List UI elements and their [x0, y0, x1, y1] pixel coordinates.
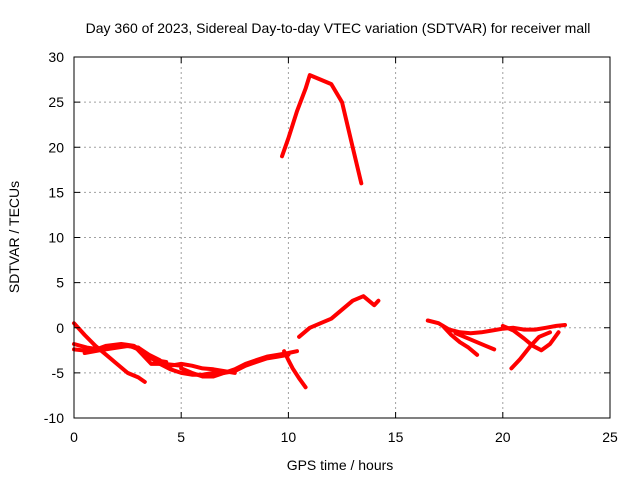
- series-track-13: [453, 331, 497, 352]
- y-axis-label: SDTVAR / TECUs: [6, 181, 22, 293]
- data-series: [72, 73, 567, 390]
- x-tick-label: 10: [281, 429, 297, 445]
- y-tick-label: 5: [56, 275, 64, 291]
- y-tick-label: 0: [56, 320, 64, 336]
- series-track-15: [500, 323, 561, 353]
- y-tick-label: 10: [48, 230, 64, 246]
- x-tick-label: 0: [70, 429, 78, 445]
- series-track-8: [282, 349, 308, 390]
- series-track-10: [280, 73, 364, 186]
- chart-title: Day 360 of 2023, Sidereal Day-to-day VTE…: [86, 20, 591, 36]
- x-tick-label: 25: [602, 429, 618, 445]
- axis-ticks: 0 5 10 15 20 25 -10 -5 0 5 10 15 20 25 30: [44, 49, 618, 445]
- y-tick-label: 25: [48, 94, 64, 110]
- x-tick-label: 15: [388, 429, 404, 445]
- y-tick-label: 30: [48, 49, 64, 65]
- y-tick-label: -10: [44, 410, 64, 426]
- y-tick-label: 15: [48, 184, 64, 200]
- x-tick-label: 5: [177, 429, 185, 445]
- x-axis-label: GPS time / hours: [287, 457, 394, 473]
- series-track-12: [440, 323, 480, 357]
- y-tick-label: 20: [48, 139, 64, 155]
- series-track-7: [179, 352, 291, 379]
- series-track-11: [425, 318, 567, 336]
- series-track-1: [72, 321, 147, 384]
- series-track-9: [297, 294, 381, 339]
- x-tick-label: 20: [495, 429, 511, 445]
- y-tick-label: -5: [52, 365, 65, 381]
